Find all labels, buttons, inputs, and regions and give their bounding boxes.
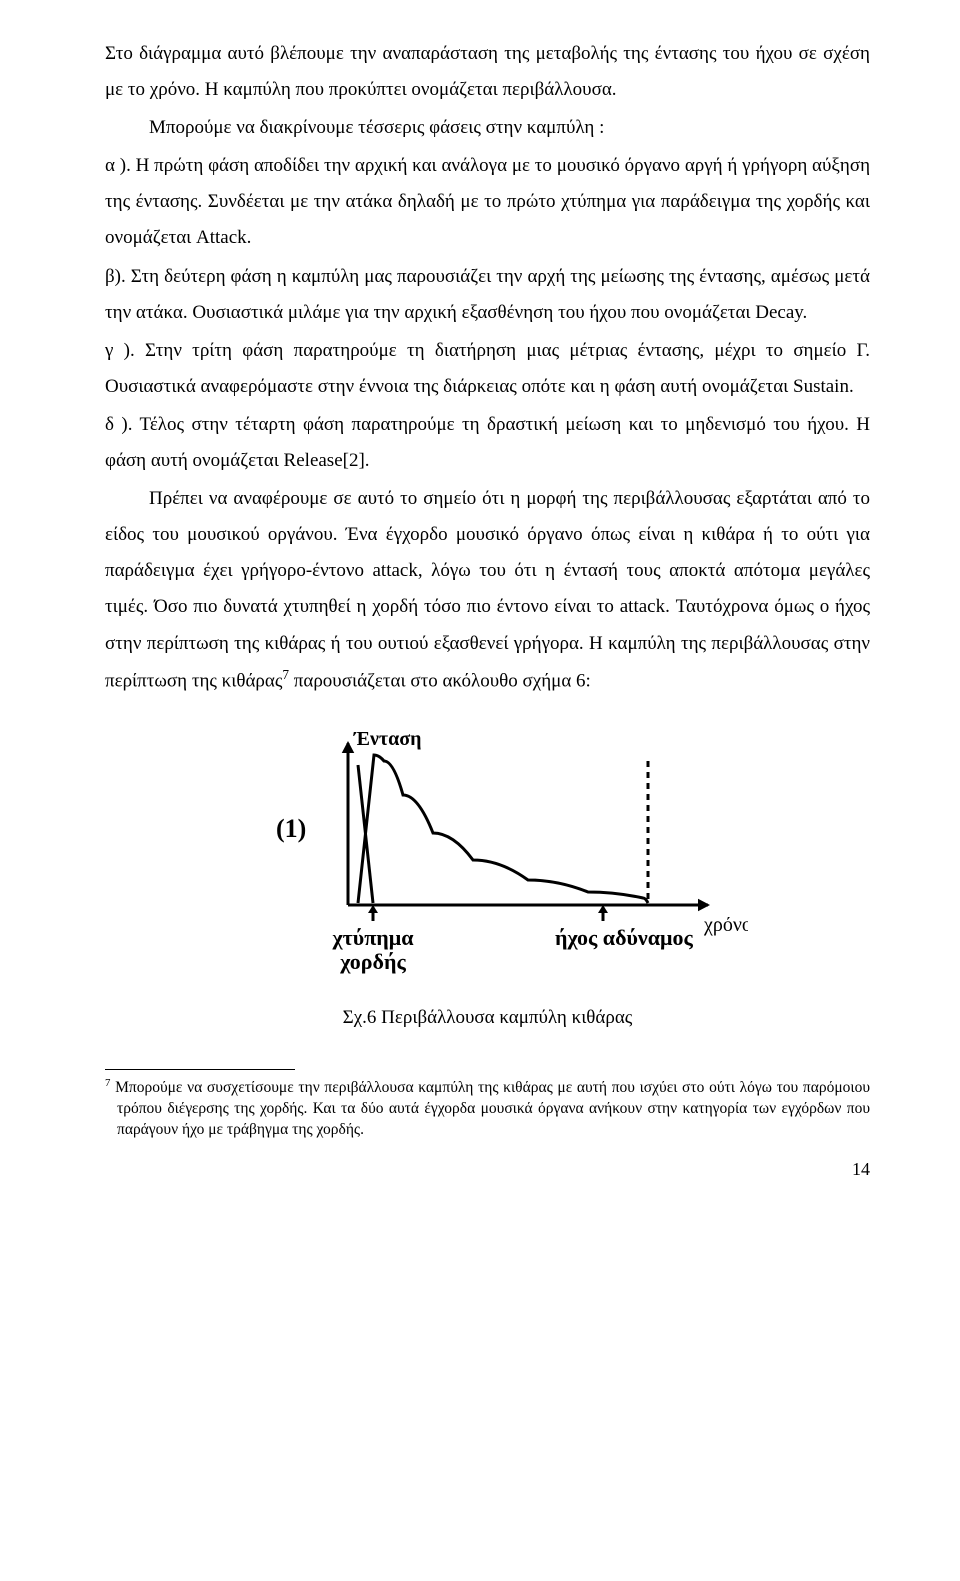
paragraph-phase-d: δ ). Τέλος στην τέταρτη φάση παρατηρούμε… <box>105 407 870 479</box>
footnote-7: 7 Μπορούμε να συσχετίσουμε την περιβάλλο… <box>105 1076 870 1141</box>
figure-6: Ένταση χρόνος (1) χτύπημαχορδής ήχος αδύναμο… <box>105 725 870 1039</box>
footnote-separator <box>105 1069 295 1070</box>
paragraph-7a: Πρέπει να αναφέρουμε σε αυτό το σημείο ό… <box>105 488 870 691</box>
paragraph-phase-c: γ ). Στην τρίτη φάση παρατηρούμε τη διατ… <box>105 333 870 405</box>
paragraph-phases-intro: Μπορούμε να διακρίνουμε τέσσερις φάσεις … <box>105 110 870 146</box>
figure-6-caption: Σχ.6 Περιβάλλουσα καμπύλη κιθάρας <box>343 1007 633 1029</box>
svg-text:(1): (1) <box>276 814 306 843</box>
footnote-text: Μπορούμε να συσχετίσουμε την περιβάλλουσ… <box>110 1079 870 1138</box>
envelope-diagram: Ένταση χρόνος (1) χτύπημαχορδής ήχος αδύναμο… <box>228 725 748 985</box>
svg-text:χτύπημα: χτύπημα <box>331 925 414 950</box>
paragraph-7b: παρουσιάζεται στο ακόλουθο σχήμα 6: <box>289 670 591 691</box>
paragraph-shape-depends: Πρέπει να αναφέρουμε σε αυτό το σημείο ό… <box>105 481 870 699</box>
paragraph-phase-b: β). Στη δεύτερη φάση η καμπύλη μας παρου… <box>105 259 870 331</box>
svg-text:ήχος αδύναμος: ήχος αδύναμος <box>555 925 693 950</box>
paragraph-phase-a: α ). Η πρώτη φάση αποδίδει την αρχική κα… <box>105 148 870 256</box>
svg-text:Ένταση: Ένταση <box>353 728 422 750</box>
page-number: 14 <box>105 1159 870 1180</box>
svg-text:χορδής: χορδής <box>339 949 406 974</box>
document-page: Στο διάγραμμα αυτό βλέπουμε την αναπαράσ… <box>0 0 960 1210</box>
svg-text:χρόνος: χρόνος <box>703 914 748 936</box>
paragraph-intro: Στο διάγραμμα αυτό βλέπουμε την αναπαράσ… <box>105 36 870 108</box>
